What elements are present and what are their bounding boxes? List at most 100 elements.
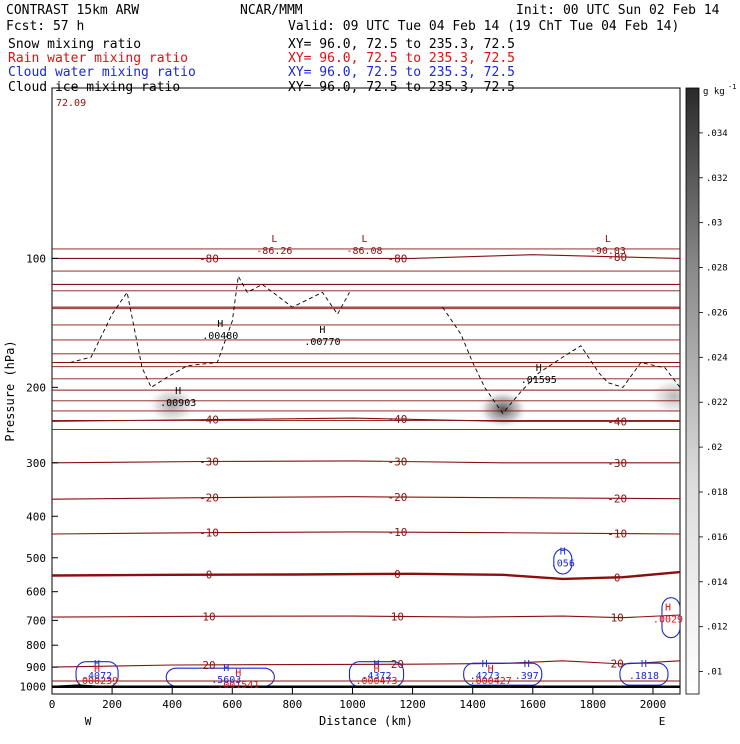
isotherm-label-0-0: -80 [199,252,219,265]
isotherm-label-5-0: -30 [199,455,219,468]
colorbar-tick-label-10: .03 [706,219,722,229]
extremum-value-18: .0029 [653,615,683,626]
field-rain-name: Rain water mixing ratio [8,51,188,66]
snow-shading-layer [146,376,680,430]
colorbar-tick-label-8: .026 [706,308,728,318]
x-end-label-east: E [659,715,666,728]
extremum-value-3: .01595 [521,375,557,386]
extremum-value-12: .1818 [629,671,659,682]
isotherm-label-4-1: -40 [387,413,407,426]
extremum-marker-7: H [94,659,100,670]
extremum-marker-12: H [641,659,647,670]
plot-frame [51,87,681,695]
extremum-marker-11: H [524,659,530,670]
isotherm-layer [52,248,680,668]
isotherm-line-7 [52,531,680,535]
isotherm-label-8-2: 0 [614,571,621,584]
cloud-water-contour-3 [463,662,543,686]
x-tick-label-0: 0 [49,698,56,711]
isotherm-label-10-1: 20 [391,658,404,671]
extremum-value-4: -86.26 [256,246,292,257]
header-title: CONTRAST 15km ARW [6,3,139,18]
isotherm-label-10-0: 20 [202,659,215,672]
y-tick-label-9: 1000 [20,681,47,694]
extremum-marker-9: H [374,659,380,670]
isotherm-line-9 [52,614,680,619]
extremum-marker-6: L [605,234,611,245]
extremum-marker-8: H [223,663,229,674]
terrain-bump [52,684,101,688]
colorbar: g kg -1 .01 .012 .014 .016 .018 .02 .022 .024 .0… [685,83,736,695]
isotherm-label-9-0: 10 [202,610,215,623]
isotherm-line-5 [52,460,680,464]
extremum-marker-14: H [94,664,100,675]
header-init: Init: 00 UTC Sun 02 Feb 14 [516,3,720,18]
extremum-value-16: .000473 [355,676,397,687]
x-tick-label-2: 400 [162,698,182,711]
header-valid: Valid: 09 UTC Tue 04 Feb 14 (19 ChT Tue … [288,19,679,34]
x-tick-label-9: 1800 [580,698,607,711]
field-legend: Snow mixing ratio XY= 96.0, 72.5 to 235.… [8,37,515,95]
x-tick-label-3: 600 [222,698,242,711]
terrain-surface [52,680,680,688]
colorbar-unit: g kg [703,87,725,97]
extremum-value-13: .056 [551,558,575,569]
cloud-ice-contour-1 [442,306,680,415]
corner-value: 72.09 [56,98,86,109]
extremum-marker-2: H [319,325,325,336]
isotherm-label-5-2: -30 [607,457,627,470]
extremum-value-9: .4372 [361,671,391,682]
cloud-water-contour-6 [661,597,680,639]
extremum-value-7: .4072 [82,671,112,682]
isotherm-label-9-2: 10 [611,612,624,625]
extremum-value-1: .00480 [202,331,238,342]
contour-labels-layer: -80 -80 -80 -40 -40 -40 -30 -30 -30 -20 -20 -20 -10 -… [56,98,683,691]
y-tick-label-0: 100 [26,252,46,265]
snow-shading-blob-1 [476,389,529,430]
x-tick-label-7: 1400 [459,698,486,711]
isotherm-label-6-1: -20 [387,491,407,504]
isotherm-label-8-0: 0 [206,569,213,582]
extremum-marker-10: H [482,659,488,670]
isotherm-label-9-1: 10 [391,610,404,623]
extremum-value-5: -86.08 [346,246,382,257]
colorbar-tick-label-9: .028 [706,264,728,274]
isotherm-line-0 [52,254,680,259]
extremum-value-0: .00903 [160,398,196,409]
y-tick-label-5: 600 [26,586,46,599]
field-snow-xy: XY= 96.0, 72.5 to 235.3, 72.5 [288,37,515,52]
extremum-marker-17: H [488,664,494,675]
isotherm-label-7-1: -10 [387,526,407,539]
cloud-ice-contour-layer [69,274,680,415]
colorbar-tick-label-3: .016 [706,533,728,543]
y-tick-label-4: 500 [26,552,46,565]
extremum-value-10: .4273 [470,671,500,682]
y-tick-label-3: 400 [26,510,46,523]
extremum-marker-13: H [560,546,566,557]
extremum-value-17: .000427 [470,676,512,687]
x-end-label-west: W [85,715,92,728]
isotherm-label-4-0: -40 [199,414,219,427]
header-center: NCAR/MMM [240,3,303,18]
extremum-value-14: .000239 [76,676,118,687]
isotherm-label-0-2: -80 [607,251,627,264]
x-tick-label-6: 1200 [399,698,426,711]
extremum-value-15: .001541 [217,680,259,691]
isotherm-line-10 [52,660,680,668]
cloud-ice-contour-0 [69,274,350,389]
cloud-water-contour-5 [553,548,573,575]
isotherm-label-5-1: -30 [387,455,407,468]
isotherm-label-4-2: -40 [607,415,627,428]
x-tick-label-8: 1600 [520,698,547,711]
extremum-marker-1: H [217,319,223,330]
extremum-marker-4: L [271,234,277,245]
field-snow-name: Snow mixing ratio [8,37,141,52]
extremum-marker-0: H [175,386,181,397]
y-tick-label-7: 800 [26,639,46,652]
colorbar-fill [685,87,700,695]
snow-shading-blob-2 [647,376,680,417]
isotherm-label-6-2: -20 [607,492,627,505]
y-tick-label-8: 900 [26,661,46,674]
colorbar-tick-label-6: .022 [706,398,728,408]
